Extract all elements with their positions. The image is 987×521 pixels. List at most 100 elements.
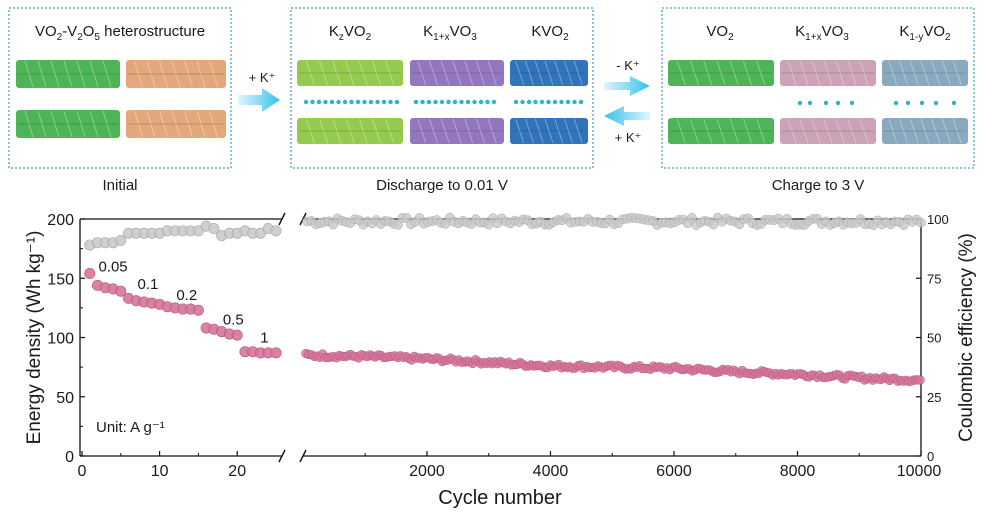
k-ion: [452, 99, 458, 105]
k-ion: [951, 100, 957, 106]
arrow-left-discharge: [604, 106, 650, 126]
k-ion: [368, 99, 374, 105]
right-xtick-label: 10000: [897, 463, 942, 480]
arrow-label-charge: - K⁺: [616, 58, 639, 73]
k-ion: [459, 99, 464, 105]
k-ion: [375, 99, 380, 105]
slab-k1yvo2-1: [882, 118, 968, 144]
k-ion: [552, 99, 558, 105]
left-xtick-label: 0: [78, 463, 87, 480]
slab-k1xvo3-charge-1: [780, 118, 876, 144]
k-ion: [426, 99, 432, 105]
ce-point: [270, 225, 282, 237]
slab-vo2-charge-0: [668, 60, 774, 86]
left-ytick-label: 50: [56, 390, 74, 407]
arrow-right-initial: [238, 88, 280, 112]
k-ion: [559, 99, 564, 105]
charge-label-k1yvo2: K1-yVO2: [899, 23, 951, 43]
axis-break-mark: [299, 449, 307, 463]
k-ion: [394, 99, 400, 105]
left-ytick-label: 0: [65, 449, 74, 466]
left-ytick-label: 150: [47, 271, 74, 288]
energy-point: [270, 347, 282, 359]
k-ion: [310, 99, 315, 105]
crystal-layers: [16, 60, 968, 144]
k-ion: [336, 99, 341, 105]
rate-label: 0.05: [98, 258, 127, 275]
k-ion: [572, 99, 577, 105]
energy-point: [84, 268, 96, 280]
right-ytick-label: 75: [927, 271, 941, 286]
left-ytick-label: 100: [47, 331, 74, 348]
caption-initial: Initial: [102, 177, 137, 194]
slab-k1xvo3-1: [410, 118, 504, 144]
ce-point: [687, 213, 697, 223]
k-ion: [362, 99, 367, 105]
slab-kzvo2-1: [297, 118, 403, 144]
rate-label: 0.1: [138, 276, 159, 293]
slab-kvo2-1: [510, 118, 588, 144]
slab-kzvo2-0: [297, 60, 403, 86]
rate-label: 0.5: [223, 312, 244, 329]
right-ytick-label: 50: [927, 331, 941, 346]
k-ion: [520, 99, 525, 105]
charge-label-k1xvo3: K1+xVO3: [795, 23, 849, 43]
ce-point: [208, 222, 220, 234]
slab-vo2-initial-0: [16, 60, 120, 88]
k-ion: [578, 99, 584, 105]
left-xtick-label: 10: [151, 463, 169, 480]
ce-point: [115, 234, 127, 246]
slab-vo2-charge-1: [668, 118, 774, 144]
k-ion: [478, 99, 484, 105]
left-xtick-label: 20: [228, 463, 246, 480]
k-ion: [835, 100, 841, 106]
energy-point: [915, 375, 925, 385]
discharge-label-kvo2: KVO2: [531, 23, 569, 43]
k-ion: [323, 99, 328, 105]
x-axis-label: Cycle number: [438, 487, 562, 509]
slab-v2o5-initial-1: [126, 110, 226, 138]
discharge-label-kzvo2: KzVO2: [329, 23, 372, 43]
k-ion: [526, 99, 532, 105]
slab-vo2-initial-1: [16, 110, 120, 138]
axis-break-mark: [278, 449, 286, 463]
energy-point: [115, 285, 127, 297]
k-ion: [539, 99, 545, 105]
k-ion: [420, 99, 425, 105]
y-axis-label-right: Coulombic efficiency (%): [956, 233, 977, 442]
k-ion: [849, 100, 855, 106]
k-ion: [342, 99, 348, 105]
right-xtick-label: 2000: [409, 463, 445, 480]
k-ion: [485, 99, 490, 105]
k-ion: [349, 99, 354, 105]
k-ion: [807, 100, 813, 106]
right-ytick-label: 100: [927, 212, 949, 227]
right-ytick-label: 0: [927, 449, 934, 464]
k-ion: [388, 99, 393, 105]
k-ion: [565, 99, 571, 105]
right-xtick-label: 4000: [533, 463, 569, 480]
rate-label: 0.2: [176, 287, 197, 304]
right-xtick-label: 8000: [780, 463, 816, 480]
potassium-ions: [303, 99, 957, 106]
k-ion: [919, 100, 925, 106]
right-xtick-label: 6000: [656, 463, 692, 480]
slab-v2o5-initial-0: [126, 60, 226, 88]
energy-point: [192, 304, 204, 316]
slab-kvo2-0: [510, 60, 588, 86]
ce-point: [708, 219, 719, 230]
k-ion: [446, 99, 451, 105]
k-ion: [355, 99, 361, 105]
k-ion: [433, 99, 438, 105]
slab-k1yvo2-0: [882, 60, 968, 86]
k-ion: [381, 99, 387, 105]
caption-charge: Charge to 3 V: [772, 177, 865, 194]
y-axis-label-left: Energy density (Wh kg⁻¹): [24, 231, 45, 445]
charge-label-vo2: VO2: [706, 23, 734, 43]
axis-break-mark: [278, 212, 286, 226]
k-ion: [933, 100, 939, 106]
k-ion: [797, 100, 803, 106]
rate-label: 1: [260, 330, 268, 347]
k-ion: [465, 99, 471, 105]
